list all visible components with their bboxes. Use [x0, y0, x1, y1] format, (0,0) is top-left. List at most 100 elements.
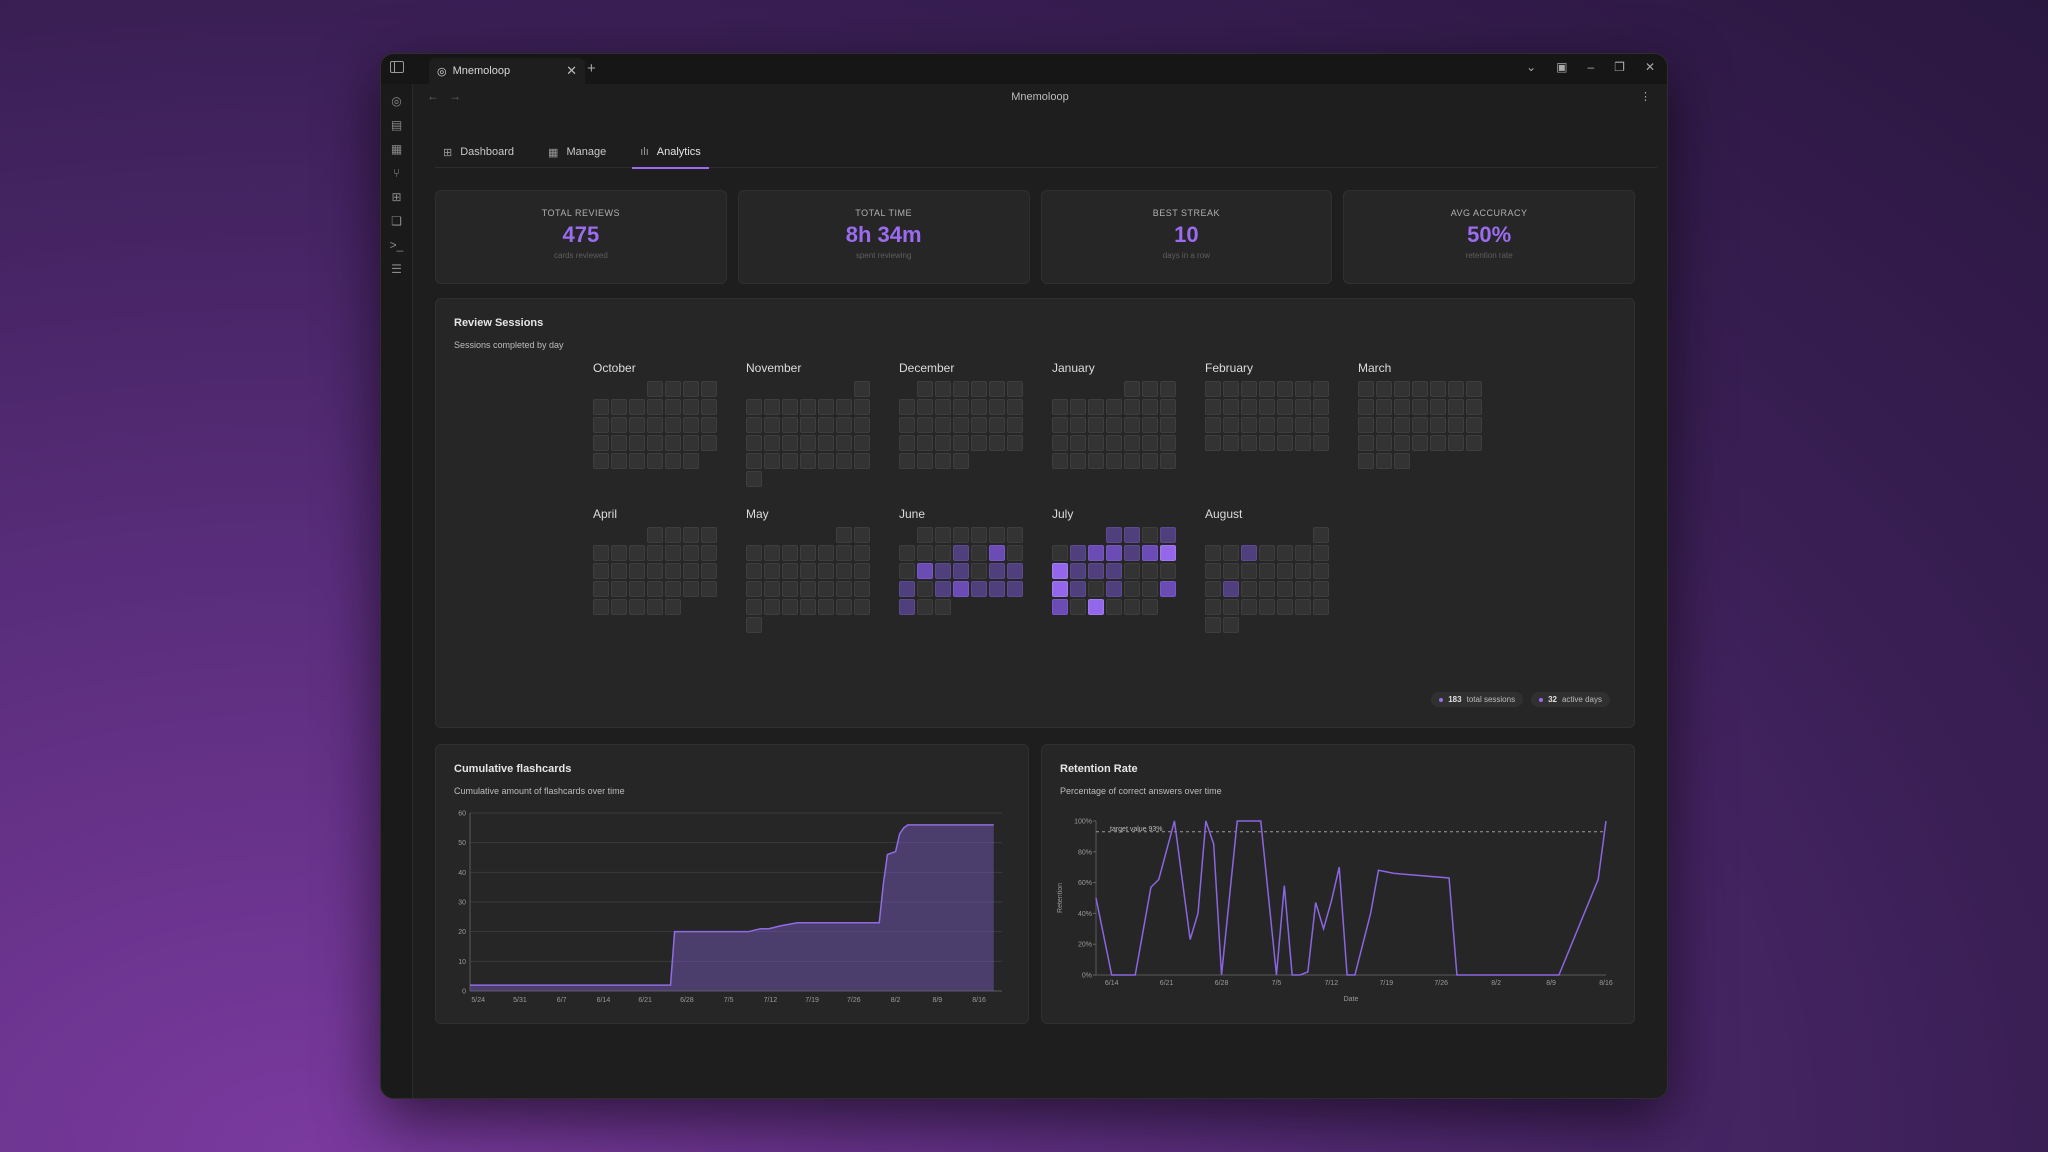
day-cell[interactable] [1160, 381, 1176, 397]
day-cell[interactable] [1160, 435, 1176, 451]
day-cell[interactable] [1088, 563, 1104, 579]
day-cell[interactable] [800, 435, 816, 451]
day-cell[interactable] [1295, 417, 1311, 433]
day-cell[interactable] [971, 581, 987, 597]
day-cell[interactable] [647, 435, 663, 451]
day-cell[interactable] [971, 381, 987, 397]
day-cell[interactable] [1466, 417, 1482, 433]
day-cell[interactable] [1052, 435, 1068, 451]
day-cell[interactable] [899, 417, 915, 433]
day-cell[interactable] [764, 581, 780, 597]
day-cell[interactable] [629, 453, 645, 469]
day-cell[interactable] [854, 381, 870, 397]
day-cell[interactable] [701, 399, 717, 415]
day-cell[interactable] [611, 581, 627, 597]
day-cell[interactable] [989, 527, 1005, 543]
day-cell[interactable] [1241, 399, 1257, 415]
day-cell[interactable] [836, 399, 852, 415]
day-cell[interactable] [836, 435, 852, 451]
day-cell[interactable] [1259, 581, 1275, 597]
day-cell[interactable] [1007, 435, 1023, 451]
day-cell[interactable] [1313, 599, 1329, 615]
day-cell[interactable] [1241, 435, 1257, 451]
day-cell[interactable] [629, 417, 645, 433]
day-cell[interactable] [1205, 435, 1221, 451]
day-cell[interactable] [647, 381, 663, 397]
day-cell[interactable] [953, 381, 969, 397]
day-cell[interactable] [611, 399, 627, 415]
day-cell[interactable] [1313, 417, 1329, 433]
day-cell[interactable] [1277, 399, 1293, 415]
day-cell[interactable] [764, 563, 780, 579]
file-icon[interactable]: ▤ [390, 118, 403, 132]
day-cell[interactable] [1277, 545, 1293, 561]
day-cell[interactable] [746, 417, 762, 433]
day-cell[interactable] [1106, 453, 1122, 469]
day-cell[interactable] [1088, 581, 1104, 597]
day-cell[interactable] [1142, 453, 1158, 469]
day-cell[interactable] [764, 453, 780, 469]
day-cell[interactable] [1412, 381, 1428, 397]
day-cell[interactable] [683, 435, 699, 451]
day-cell[interactable] [1070, 599, 1086, 615]
day-cell[interactable] [1448, 381, 1464, 397]
day-cell[interactable] [1160, 527, 1176, 543]
day-cell[interactable] [953, 563, 969, 579]
day-cell[interactable] [665, 545, 681, 561]
day-cell[interactable] [836, 581, 852, 597]
day-cell[interactable] [1070, 417, 1086, 433]
day-cell[interactable] [1007, 527, 1023, 543]
day-cell[interactable] [683, 417, 699, 433]
day-cell[interactable] [1088, 453, 1104, 469]
day-cell[interactable] [1142, 381, 1158, 397]
day-cell[interactable] [683, 453, 699, 469]
day-cell[interactable] [1205, 381, 1221, 397]
day-cell[interactable] [665, 381, 681, 397]
day-cell[interactable] [818, 545, 834, 561]
day-cell[interactable] [1358, 435, 1374, 451]
day-cell[interactable] [917, 563, 933, 579]
day-cell[interactable] [647, 599, 663, 615]
day-cell[interactable] [683, 545, 699, 561]
day-cell[interactable] [989, 435, 1005, 451]
sidebar-toggle-icon[interactable] [390, 61, 404, 73]
day-cell[interactable] [665, 599, 681, 615]
day-cell[interactable] [1205, 599, 1221, 615]
day-cell[interactable] [899, 435, 915, 451]
day-cell[interactable] [1412, 399, 1428, 415]
day-cell[interactable] [1070, 399, 1086, 415]
day-cell[interactable] [701, 527, 717, 543]
day-cell[interactable] [854, 453, 870, 469]
day-cell[interactable] [1259, 381, 1275, 397]
tab-analytics[interactable]: ılı Analytics [632, 136, 709, 169]
day-cell[interactable] [1313, 435, 1329, 451]
day-cell[interactable] [1124, 545, 1140, 561]
day-cell[interactable] [917, 527, 933, 543]
day-cell[interactable] [917, 545, 933, 561]
day-cell[interactable] [935, 563, 951, 579]
day-cell[interactable] [1430, 399, 1446, 415]
day-cell[interactable] [917, 381, 933, 397]
day-cell[interactable] [611, 417, 627, 433]
day-cell[interactable] [1313, 527, 1329, 543]
day-cell[interactable] [1394, 453, 1410, 469]
day-cell[interactable] [593, 581, 609, 597]
copy-icon[interactable]: ❏ [391, 214, 402, 228]
day-cell[interactable] [1088, 435, 1104, 451]
day-cell[interactable] [917, 417, 933, 433]
day-cell[interactable] [1124, 417, 1140, 433]
day-cell[interactable] [1241, 417, 1257, 433]
day-cell[interactable] [899, 599, 915, 615]
day-cell[interactable] [935, 399, 951, 415]
day-cell[interactable] [665, 563, 681, 579]
close-tab-icon[interactable]: ✕ [566, 63, 577, 78]
day-cell[interactable] [1088, 399, 1104, 415]
day-cell[interactable] [1142, 399, 1158, 415]
day-cell[interactable] [746, 599, 762, 615]
tab-manage[interactable]: ▦ Manage [544, 136, 610, 168]
day-cell[interactable] [1259, 417, 1275, 433]
day-cell[interactable] [782, 563, 798, 579]
day-cell[interactable] [800, 599, 816, 615]
day-cell[interactable] [665, 417, 681, 433]
day-cell[interactable] [1295, 563, 1311, 579]
